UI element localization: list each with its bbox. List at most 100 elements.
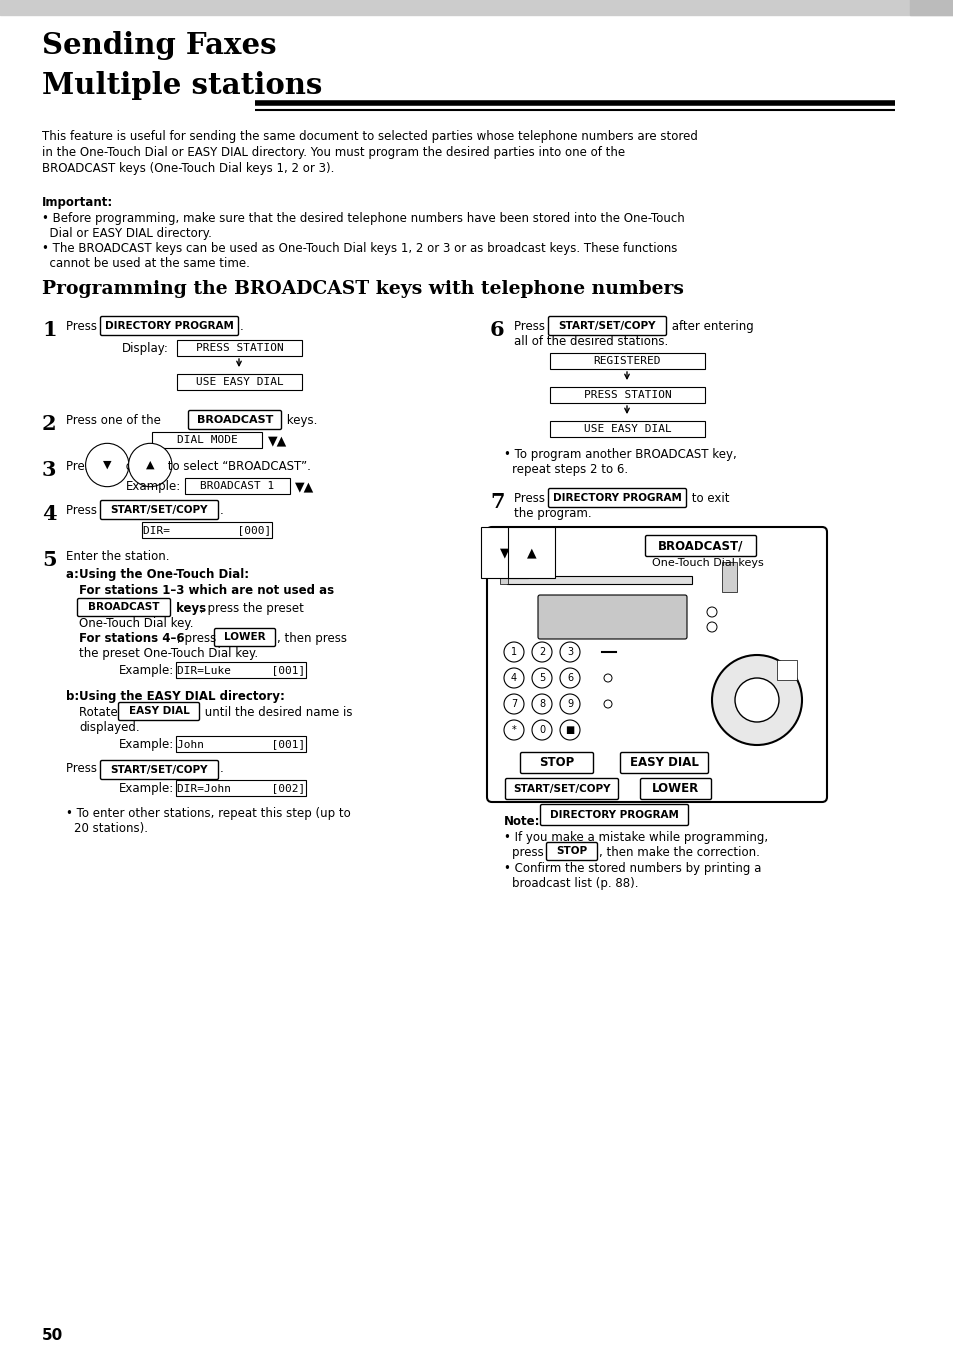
- Bar: [776, 660, 796, 680]
- Circle shape: [559, 693, 579, 714]
- Text: STOP: STOP: [538, 757, 574, 769]
- Text: repeat steps 2 to 6.: repeat steps 2 to 6.: [512, 463, 627, 476]
- Text: Press: Press: [514, 492, 548, 505]
- Text: • The BROADCAST keys can be used as One-Touch Dial keys 1, 2 or 3 or as broadcas: • The BROADCAST keys can be used as One-…: [42, 241, 677, 255]
- Text: 8: 8: [538, 699, 544, 710]
- Text: after entering: after entering: [667, 320, 753, 333]
- Text: 50: 50: [42, 1327, 63, 1344]
- FancyBboxPatch shape: [100, 500, 218, 519]
- Text: John          [001]: John [001]: [176, 739, 305, 749]
- FancyBboxPatch shape: [537, 595, 686, 639]
- Text: Enter the station.: Enter the station.: [66, 550, 170, 563]
- Bar: [550, 387, 704, 403]
- Text: until the desired name is: until the desired name is: [201, 706, 352, 719]
- Text: ▲: ▲: [146, 460, 154, 469]
- Bar: [185, 478, 290, 494]
- Text: For stations 1–3 which are not used as: For stations 1–3 which are not used as: [79, 584, 334, 598]
- Text: ▼▲: ▼▲: [268, 434, 287, 447]
- Text: 2: 2: [538, 648, 544, 657]
- Text: Press one of the: Press one of the: [66, 414, 165, 428]
- Text: 7: 7: [511, 699, 517, 710]
- Circle shape: [706, 607, 717, 616]
- Text: Example:: Example:: [126, 480, 181, 492]
- Bar: [142, 522, 272, 538]
- FancyBboxPatch shape: [548, 317, 666, 336]
- Text: DIR=John      [002]: DIR=John [002]: [176, 782, 305, 793]
- Text: STOP: STOP: [556, 847, 587, 857]
- Text: 9: 9: [566, 699, 573, 710]
- Text: 5: 5: [42, 550, 56, 571]
- Text: displayed.: displayed.: [79, 720, 139, 734]
- FancyBboxPatch shape: [486, 527, 826, 803]
- Text: keys.: keys.: [283, 414, 317, 428]
- Bar: [152, 432, 262, 448]
- Bar: [550, 421, 704, 437]
- Text: the preset One-Touch Dial key.: the preset One-Touch Dial key.: [79, 648, 258, 660]
- Text: , then make the correction.: , then make the correction.: [598, 846, 760, 859]
- Bar: [177, 340, 302, 356]
- FancyBboxPatch shape: [645, 536, 756, 557]
- Circle shape: [559, 720, 579, 741]
- Text: ▼: ▼: [103, 460, 112, 469]
- Text: DIAL MODE: DIAL MODE: [176, 434, 237, 445]
- Text: Example:: Example:: [119, 664, 174, 677]
- FancyBboxPatch shape: [214, 629, 275, 646]
- Text: 4: 4: [42, 505, 56, 523]
- Text: DIR=Luke      [001]: DIR=Luke [001]: [176, 665, 305, 674]
- Text: , press the preset: , press the preset: [200, 602, 304, 615]
- FancyBboxPatch shape: [189, 410, 281, 429]
- Text: /: /: [518, 546, 523, 560]
- Text: EASY DIAL: EASY DIAL: [129, 707, 190, 716]
- Text: DIRECTORY PROGRAM: DIRECTORY PROGRAM: [105, 321, 233, 331]
- Circle shape: [532, 642, 552, 662]
- Text: , press: , press: [177, 631, 220, 645]
- Text: PRESS STATION: PRESS STATION: [583, 390, 671, 401]
- Text: .: .: [220, 762, 224, 774]
- Text: • To program another BROADCAST key,: • To program another BROADCAST key,: [503, 448, 736, 461]
- Text: 4: 4: [511, 673, 517, 683]
- Circle shape: [603, 700, 612, 708]
- Text: Press: Press: [66, 320, 101, 333]
- Text: For stations 4–6: For stations 4–6: [79, 631, 185, 645]
- Text: START/SET/COPY: START/SET/COPY: [513, 784, 610, 795]
- Text: Press: Press: [66, 460, 101, 473]
- Text: the program.: the program.: [514, 507, 591, 519]
- Circle shape: [532, 668, 552, 688]
- Bar: [721, 563, 737, 592]
- Circle shape: [503, 668, 523, 688]
- Text: Press: Press: [66, 505, 101, 517]
- Bar: [175, 780, 306, 796]
- FancyBboxPatch shape: [505, 778, 618, 800]
- Circle shape: [503, 720, 523, 741]
- Text: • Before programming, make sure that the desired telephone numbers have been sto: • Before programming, make sure that the…: [42, 212, 684, 225]
- Text: broadcast list (p. 88).: broadcast list (p. 88).: [512, 877, 638, 890]
- Text: USE EASY DIAL: USE EASY DIAL: [583, 424, 671, 434]
- Circle shape: [559, 668, 579, 688]
- Text: Example:: Example:: [119, 738, 174, 751]
- Circle shape: [706, 622, 717, 631]
- Text: in the One-Touch Dial or EASY DIAL directory. You must program the desired parti: in the One-Touch Dial or EASY DIAL direc…: [42, 146, 624, 159]
- Bar: [909, 0, 953, 15]
- Circle shape: [503, 642, 523, 662]
- Text: BROADCAST: BROADCAST: [196, 415, 273, 425]
- Text: 6: 6: [566, 673, 573, 683]
- Bar: [177, 374, 302, 390]
- Text: ■: ■: [565, 724, 574, 735]
- FancyBboxPatch shape: [520, 753, 593, 773]
- FancyBboxPatch shape: [546, 843, 597, 861]
- Text: Multiple stations: Multiple stations: [42, 71, 322, 100]
- Text: Rotate: Rotate: [79, 706, 121, 719]
- Text: One-Touch Dial key.: One-Touch Dial key.: [79, 616, 193, 630]
- Text: Press: Press: [66, 762, 101, 774]
- Text: 1: 1: [511, 648, 517, 657]
- Text: ▼: ▼: [499, 546, 509, 558]
- Text: Sending Faxes: Sending Faxes: [42, 31, 276, 59]
- Text: or: or: [122, 460, 141, 473]
- Text: REGISTERED: REGISTERED: [593, 356, 660, 366]
- Bar: [175, 662, 306, 679]
- Circle shape: [734, 679, 779, 722]
- Text: Note:: Note:: [503, 815, 540, 828]
- Text: Using the One-Touch Dial:: Using the One-Touch Dial:: [79, 568, 249, 581]
- FancyBboxPatch shape: [118, 703, 199, 720]
- Text: USE EASY DIAL: USE EASY DIAL: [195, 376, 283, 387]
